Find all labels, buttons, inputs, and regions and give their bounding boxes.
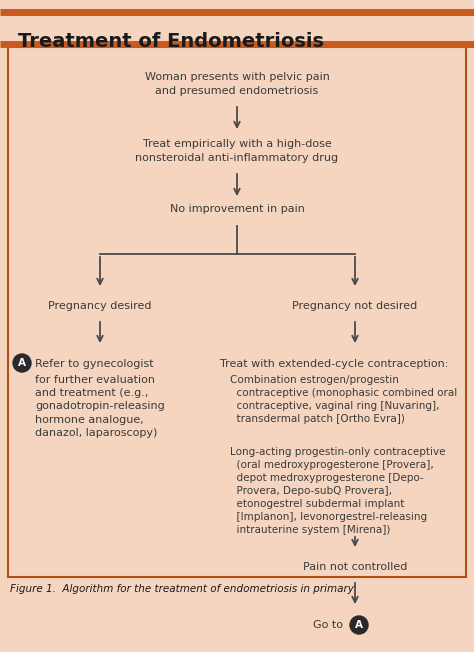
Text: Woman presents with pelvic pain
and presumed endometriosis: Woman presents with pelvic pain and pres… xyxy=(145,72,329,96)
Circle shape xyxy=(350,616,368,634)
Text: Pregnancy not desired: Pregnancy not desired xyxy=(292,301,418,311)
FancyBboxPatch shape xyxy=(8,47,466,577)
Text: A: A xyxy=(18,358,26,368)
Text: Pregnancy desired: Pregnancy desired xyxy=(48,301,152,311)
Text: Go to: Go to xyxy=(313,620,343,630)
Circle shape xyxy=(13,354,31,372)
Text: Treatment of Endometriosis: Treatment of Endometriosis xyxy=(18,32,324,51)
Text: Treat empirically with a high-dose
nonsteroidal anti-inflammatory drug: Treat empirically with a high-dose nonst… xyxy=(136,139,338,162)
Text: for further evaluation
and treatment (e.g.,
gonadotropin-releasing
hormone analo: for further evaluation and treatment (e.… xyxy=(35,375,165,437)
Text: Figure 1.  Algorithm for the treatment of endometriosis in primary: Figure 1. Algorithm for the treatment of… xyxy=(10,584,354,594)
Text: Pain not controlled: Pain not controlled xyxy=(303,562,407,572)
Text: No improvement in pain: No improvement in pain xyxy=(170,204,304,214)
Text: Treat with extended-cycle contraception:: Treat with extended-cycle contraception: xyxy=(220,359,448,369)
Text: Refer to gynecologist: Refer to gynecologist xyxy=(35,359,154,369)
Text: Combination estrogen/progestin
  contraceptive (monophasic combined oral
  contr: Combination estrogen/progestin contracep… xyxy=(230,375,457,424)
Text: Long-acting progestin-only contraceptive
  (oral medroxyprogesterone [Provera],
: Long-acting progestin-only contraceptive… xyxy=(230,447,446,535)
Text: A: A xyxy=(355,620,363,630)
